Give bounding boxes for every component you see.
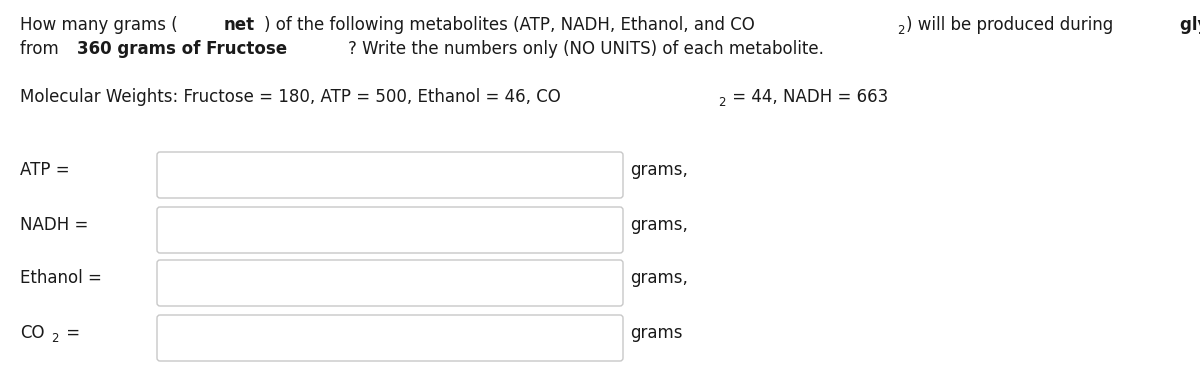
Text: ? Write the numbers only (NO UNITS) of each metabolite.: ? Write the numbers only (NO UNITS) of e… bbox=[348, 40, 823, 58]
Text: Molecular Weights: Fructose = 180, ATP = 500, Ethanol = 46, CO: Molecular Weights: Fructose = 180, ATP =… bbox=[20, 88, 560, 106]
Text: NADH =: NADH = bbox=[20, 216, 89, 234]
Text: 2: 2 bbox=[718, 96, 725, 109]
Text: net: net bbox=[223, 16, 254, 34]
Text: from: from bbox=[20, 40, 64, 58]
Text: =: = bbox=[61, 324, 80, 342]
Text: Ethanol =: Ethanol = bbox=[20, 269, 102, 287]
Text: 2: 2 bbox=[52, 332, 59, 345]
Text: grams,: grams, bbox=[630, 161, 688, 179]
FancyBboxPatch shape bbox=[157, 207, 623, 253]
Text: grams,: grams, bbox=[630, 269, 688, 287]
FancyBboxPatch shape bbox=[157, 260, 623, 306]
FancyBboxPatch shape bbox=[157, 315, 623, 361]
Text: glycolysis-alcoholic fermentation: glycolysis-alcoholic fermentation bbox=[1181, 16, 1200, 34]
Text: How many grams (: How many grams ( bbox=[20, 16, 178, 34]
Text: 2: 2 bbox=[896, 24, 904, 37]
Text: ) of the following metabolites (ATP, NADH, Ethanol, and CO: ) of the following metabolites (ATP, NAD… bbox=[264, 16, 755, 34]
Text: = 44, NADH = 663: = 44, NADH = 663 bbox=[727, 88, 888, 106]
Text: grams: grams bbox=[630, 324, 683, 342]
Text: CO: CO bbox=[20, 324, 44, 342]
Text: ATP =: ATP = bbox=[20, 161, 70, 179]
FancyBboxPatch shape bbox=[157, 152, 623, 198]
Text: grams,: grams, bbox=[630, 216, 688, 234]
Text: ) will be produced during: ) will be produced during bbox=[906, 16, 1118, 34]
Text: 360 grams of Fructose: 360 grams of Fructose bbox=[77, 40, 287, 58]
